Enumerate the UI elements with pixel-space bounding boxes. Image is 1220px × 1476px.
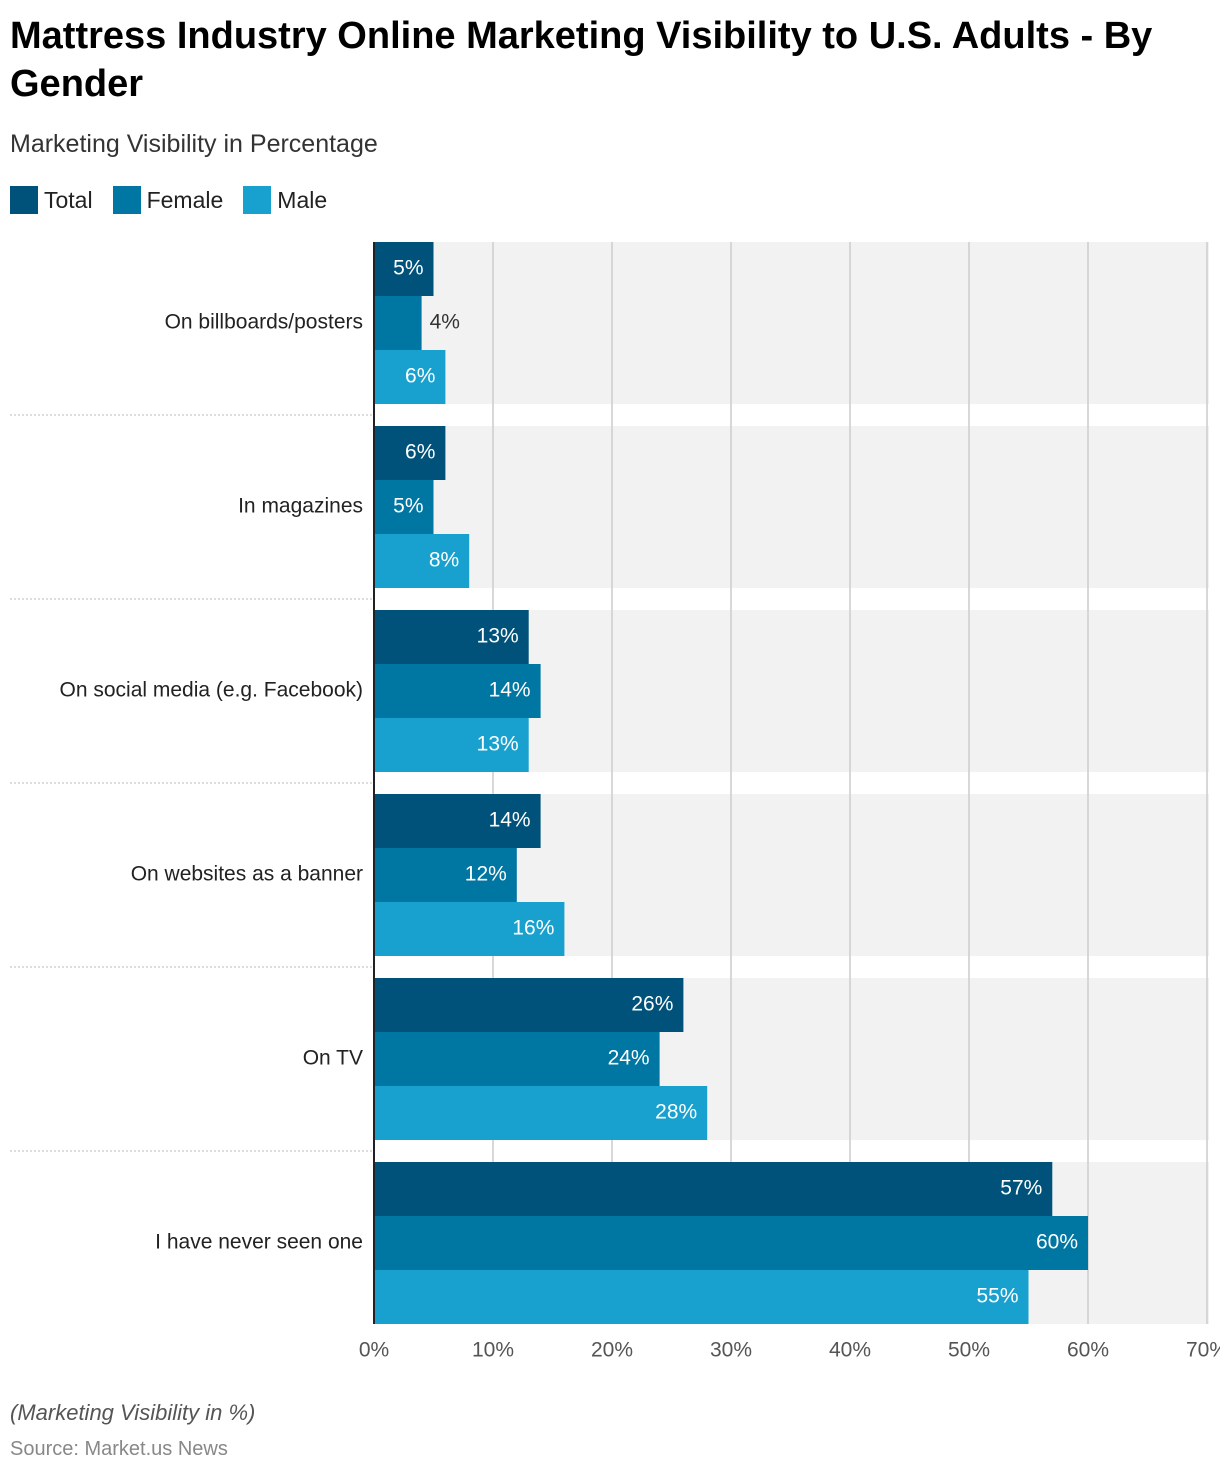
legend-label: Male <box>277 186 328 213</box>
source: Source: Market.us News <box>10 1438 228 1460</box>
bar <box>374 534 470 588</box>
legend-item: Male <box>243 186 327 214</box>
bar <box>374 242 434 296</box>
data-label: 28% <box>655 1101 697 1124</box>
data-label: 57% <box>1000 1177 1042 1200</box>
x-tick-label: 0% <box>359 1339 389 1362</box>
y-tick-label: I have never seen one <box>155 1231 363 1254</box>
legend: Total Female Male <box>10 186 327 214</box>
bar <box>374 848 517 902</box>
x-tick-label: 60% <box>1067 1339 1109 1362</box>
bar <box>374 480 434 534</box>
data-label: 5% <box>393 495 423 518</box>
bar <box>374 1162 1053 1216</box>
x-tick-label: 70% <box>1186 1339 1220 1362</box>
legend-swatch <box>112 186 141 214</box>
data-label: 6% <box>405 365 435 388</box>
data-label: 4% <box>430 311 460 334</box>
x-tick-label: 10% <box>472 1339 514 1362</box>
data-label: 6% <box>405 441 435 464</box>
bar <box>374 610 529 664</box>
chart-title: Mattress Industry Online Marketing Visib… <box>10 15 1153 105</box>
bar <box>374 1086 708 1140</box>
y-tick-label: On TV <box>303 1047 363 1070</box>
bar <box>374 1032 660 1086</box>
data-label: 8% <box>429 549 459 572</box>
y-tick-label: In magazines <box>238 495 363 518</box>
legend-label: Female <box>146 186 224 213</box>
y-tick-label: On websites as a banner <box>131 863 363 886</box>
band-background <box>374 242 1209 404</box>
bar <box>374 426 446 480</box>
legend-swatch <box>10 186 38 214</box>
data-label: 26% <box>631 993 673 1016</box>
data-label: 14% <box>489 809 531 832</box>
data-label: 24% <box>608 1047 650 1070</box>
band-background <box>374 426 1209 588</box>
legend-item: Female <box>112 186 224 214</box>
chart-subtitle: Marketing Visibility in Percentage <box>10 130 378 158</box>
data-label: 16% <box>512 917 554 940</box>
data-label: 5% <box>393 257 423 280</box>
y-tick-label: On social media (e.g. Facebook) <box>60 679 363 702</box>
x-tick-label: 40% <box>829 1339 871 1362</box>
x-tick-label: 30% <box>710 1339 752 1362</box>
legend-item: Total <box>10 186 93 214</box>
legend-swatch <box>243 186 272 214</box>
bar <box>374 1270 1029 1324</box>
data-label: 60% <box>1036 1231 1078 1254</box>
note: (Marketing Visibility in %) <box>10 1400 256 1425</box>
data-label: 13% <box>477 733 519 756</box>
bar <box>374 664 541 718</box>
x-tick-label: 50% <box>948 1339 990 1362</box>
data-label: 12% <box>465 863 507 886</box>
data-label: 14% <box>489 679 531 702</box>
bar <box>374 296 422 350</box>
bar <box>374 1216 1088 1270</box>
data-label: 55% <box>976 1285 1018 1308</box>
bar <box>374 794 541 848</box>
bar <box>374 718 529 772</box>
legend-label: Total <box>44 186 93 213</box>
bar <box>374 902 565 956</box>
data-label: 13% <box>477 625 519 648</box>
bar <box>374 978 684 1032</box>
x-tick-label: 20% <box>591 1339 633 1362</box>
y-tick-label: On billboards/posters <box>165 311 363 334</box>
bar <box>374 350 446 404</box>
